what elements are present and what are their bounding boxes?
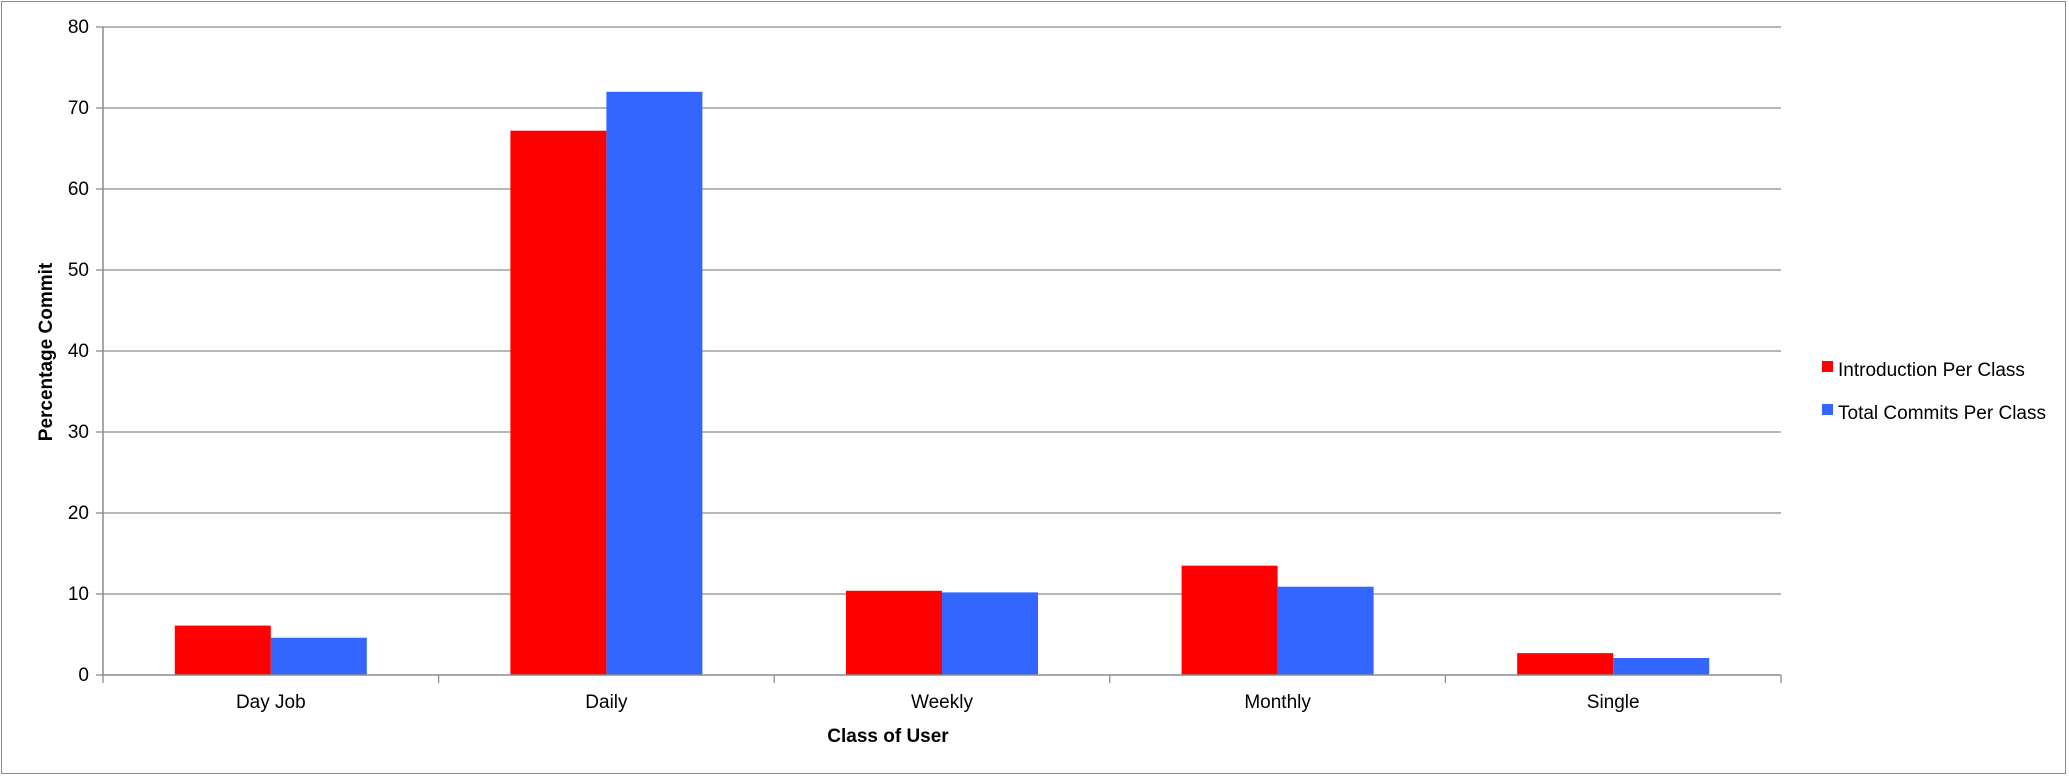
legend-swatch-introduction xyxy=(1822,361,1833,372)
bars xyxy=(174,91,1710,676)
axes xyxy=(102,27,1781,676)
bar-total-commits-per-class-daily xyxy=(606,91,703,676)
y-tick-label: 30 xyxy=(68,422,89,443)
bar-introduction-per-class-weekly xyxy=(846,590,942,675)
y-tick-label: 60 xyxy=(68,179,89,200)
bar-introduction-per-class-single xyxy=(1517,653,1614,675)
bar-introduction-per-class-monthly xyxy=(1181,565,1278,675)
y-tick-labels: 0 10 20 30 40 50 60 70 80 xyxy=(68,17,89,686)
y-tick-label: 50 xyxy=(68,260,89,281)
bar-introduction-per-class-daily xyxy=(510,130,607,675)
x-tick-label: Weekly xyxy=(911,692,973,713)
bar-total-commits-per-class-day-job xyxy=(270,637,367,675)
y-tick-label: 40 xyxy=(68,341,89,362)
gridlines xyxy=(96,26,1782,683)
y-tick-label: 70 xyxy=(68,98,89,119)
bar-total-commits-per-class-single xyxy=(1613,657,1710,675)
legend-label-introduction: Introduction Per Class xyxy=(1838,360,2025,381)
x-tick-labels: Day Job Daily Weekly Monthly Single xyxy=(236,692,1640,713)
x-tick-label: Day Job xyxy=(236,692,306,713)
bar-total-commits-per-class-weekly xyxy=(942,592,1038,675)
y-tick-label: 80 xyxy=(68,17,89,38)
x-axis-title: Class of User xyxy=(827,726,949,747)
legend-label-total-commits: Total Commits Per Class xyxy=(1838,403,2046,424)
legend: Introduction Per Class Total Commits Per… xyxy=(1822,360,2046,424)
y-tick-label: 20 xyxy=(68,503,89,524)
x-tick-label: Daily xyxy=(585,692,628,713)
y-tick-label: 0 xyxy=(78,665,89,686)
x-tick-label: Single xyxy=(1587,692,1640,713)
x-tick-label: Monthly xyxy=(1244,692,1311,713)
y-tick-label: 10 xyxy=(68,584,89,605)
bar-total-commits-per-class-monthly xyxy=(1277,586,1374,675)
bar-introduction-per-class-day-job xyxy=(174,625,271,675)
legend-swatch-total-commits xyxy=(1822,404,1833,415)
y-axis-title: Percentage Commit xyxy=(36,262,57,441)
